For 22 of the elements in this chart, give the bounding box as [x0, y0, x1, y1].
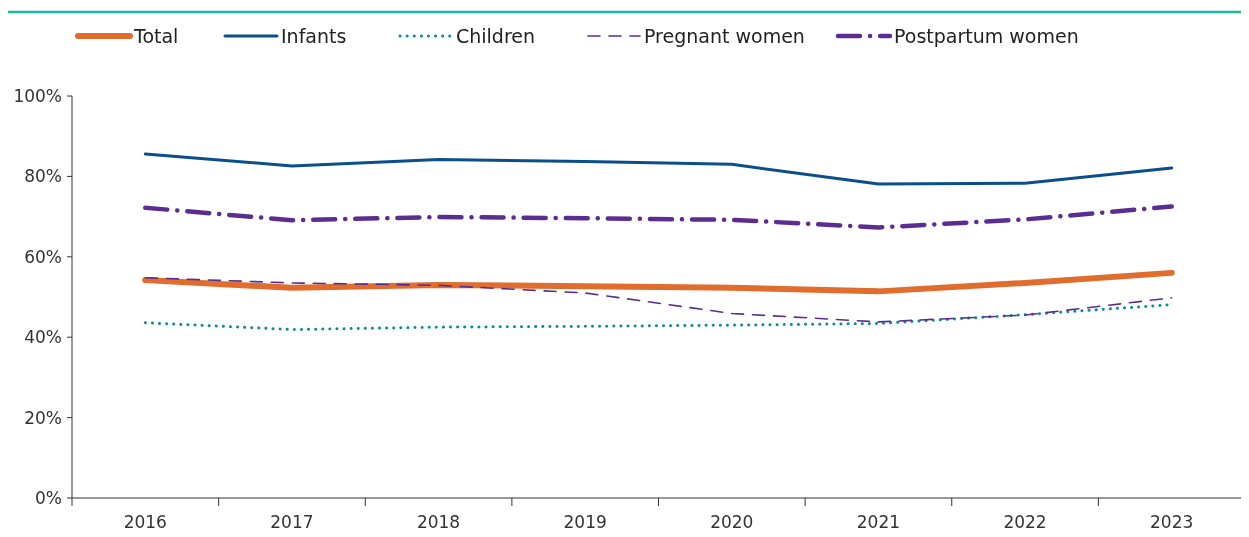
y-tick-label: 40%: [24, 327, 62, 348]
legend-label: Children: [456, 24, 536, 47]
line-series: [143, 152, 1174, 186]
y-tick-label: 60%: [24, 246, 62, 267]
line-series: [144, 276, 1173, 323]
x-tick-label: 2020: [710, 512, 754, 532]
legend-label: Total: [133, 24, 179, 47]
y-tick-label: 0%: [35, 487, 62, 508]
line-series: [143, 204, 1174, 230]
x-tick-label: 2021: [856, 512, 901, 532]
legend-label: Pregnant women: [644, 24, 805, 47]
x-tick-label: 2016: [123, 512, 167, 532]
legend-label: Infants: [281, 24, 347, 47]
x-tick-label: 2023: [1150, 512, 1194, 532]
y-tick-label: 80%: [24, 166, 62, 187]
x-tick-label: 2017: [270, 512, 314, 532]
y-tick-label: 100%: [13, 85, 62, 106]
y-tick-label: 20%: [24, 407, 62, 428]
legend-label: Postpartum women: [894, 24, 1079, 47]
x-tick-label: 2022: [1003, 512, 1047, 532]
x-tick-label: 2019: [563, 512, 607, 532]
x-tick-label: 2018: [416, 512, 461, 532]
